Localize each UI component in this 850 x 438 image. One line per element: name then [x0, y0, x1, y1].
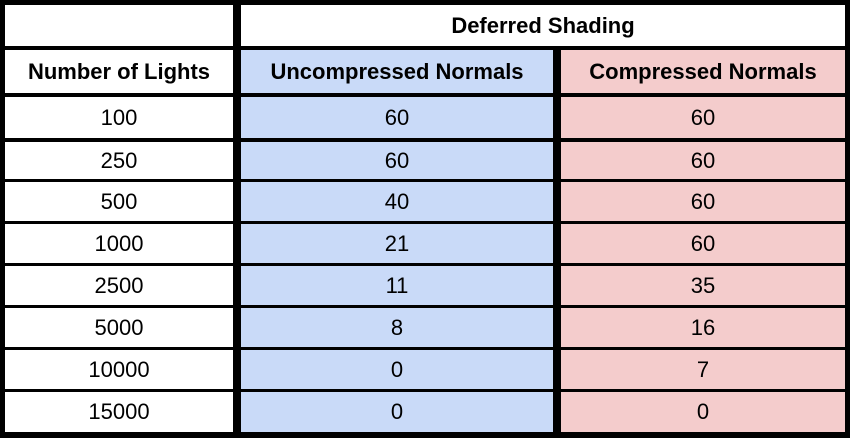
column-header-lights: Number of Lights	[5, 50, 233, 93]
cell-uncompressed: 21	[241, 224, 553, 263]
corner-cell	[5, 5, 233, 46]
cell-lights: 100	[5, 97, 233, 138]
cell-compressed: 60	[561, 224, 845, 263]
cell-uncompressed: 60	[241, 142, 553, 179]
cell-uncompressed: 60	[241, 97, 553, 138]
cell-uncompressed: 0	[241, 350, 553, 389]
column-header-uncompressed: Uncompressed Normals	[241, 50, 553, 93]
cell-lights: 10000	[5, 350, 233, 389]
cell-lights: 500	[5, 182, 233, 221]
cell-lights: 2500	[5, 266, 233, 305]
cell-compressed: 16	[561, 308, 845, 347]
column-header-compressed: Compressed Normals	[561, 50, 845, 93]
cell-uncompressed: 0	[241, 392, 553, 432]
cell-compressed: 0	[561, 392, 845, 432]
cell-compressed: 35	[561, 266, 845, 305]
cell-lights: 5000	[5, 308, 233, 347]
cell-compressed: 60	[561, 142, 845, 179]
cell-compressed: 7	[561, 350, 845, 389]
cell-compressed: 60	[561, 182, 845, 221]
cell-lights: 15000	[5, 392, 233, 432]
cell-lights: 250	[5, 142, 233, 179]
cell-compressed: 60	[561, 97, 845, 138]
cell-uncompressed: 11	[241, 266, 553, 305]
cell-lights: 1000	[5, 224, 233, 263]
cell-uncompressed: 8	[241, 308, 553, 347]
cell-uncompressed: 40	[241, 182, 553, 221]
group-header: Deferred Shading	[241, 5, 845, 46]
